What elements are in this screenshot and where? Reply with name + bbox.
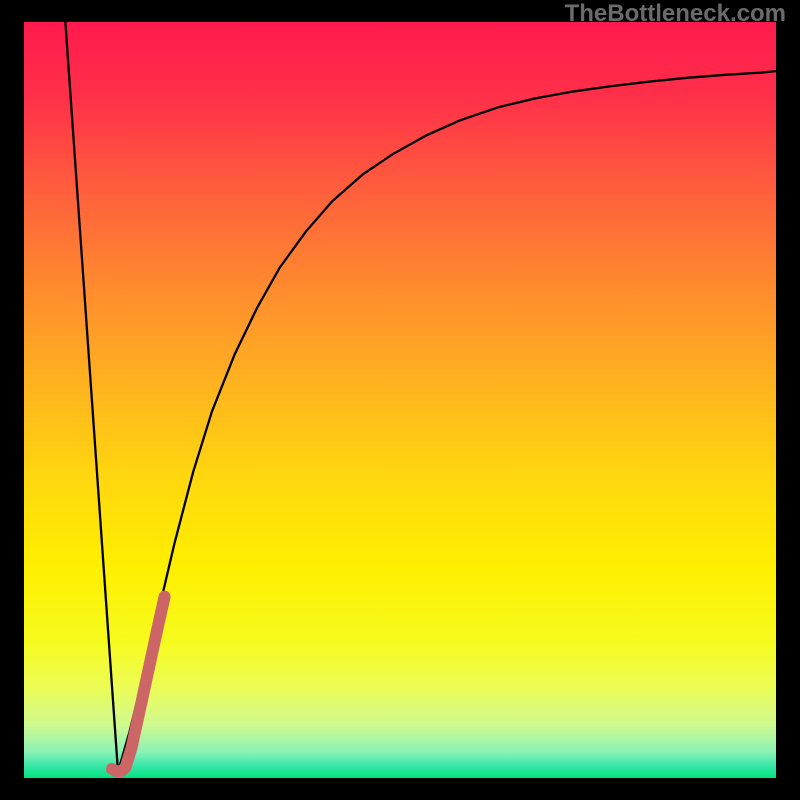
chart-container: TheBottleneck.com [0, 0, 800, 800]
plot-area [24, 22, 776, 778]
bottleneck-chart [0, 0, 800, 800]
